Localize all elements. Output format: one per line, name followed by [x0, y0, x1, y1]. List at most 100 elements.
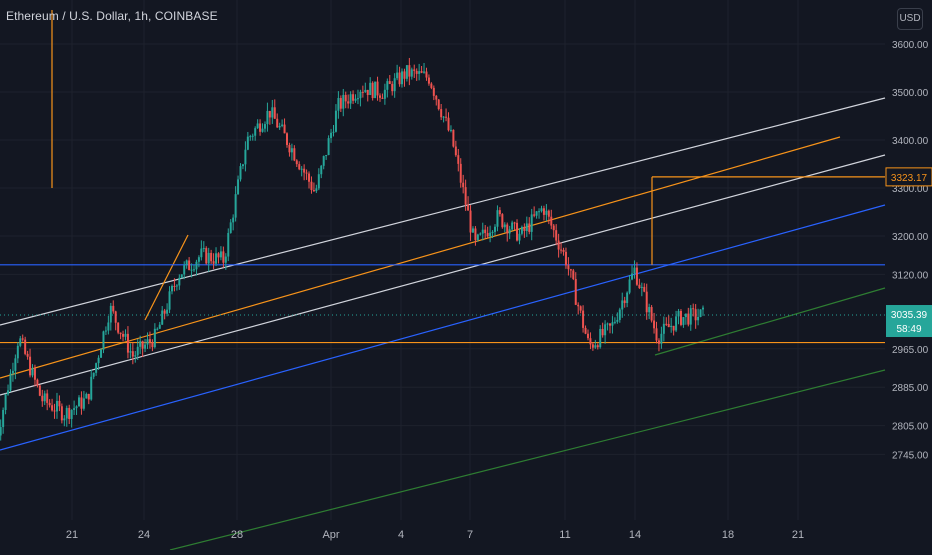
candle-body [635, 267, 638, 285]
candle-body [386, 81, 389, 90]
candle-body [33, 368, 36, 380]
candle-body [572, 270, 575, 280]
candle-body [344, 94, 347, 102]
candle-body [224, 256, 227, 263]
candle-body [633, 267, 636, 274]
candle-body [151, 342, 154, 348]
candle-body [141, 341, 144, 349]
candle-body [425, 71, 428, 78]
trendline-green-lower [169, 369, 886, 551]
candle-body [484, 229, 487, 234]
y-tick-label: 2745.00 [892, 450, 929, 461]
candle-body [21, 338, 24, 340]
x-tick-label: 21 [66, 529, 78, 541]
candle-body [158, 324, 161, 329]
candle-body [547, 210, 550, 217]
candle-body [569, 269, 572, 271]
y-tick-label: 2805.00 [892, 422, 929, 433]
candle-body [498, 210, 501, 215]
candle-body [281, 124, 284, 126]
candle-body [229, 222, 232, 233]
candle-body [349, 94, 352, 104]
trendline-orange-short [144, 234, 189, 321]
candle-body [337, 98, 340, 111]
candle-body [100, 349, 103, 358]
y-tick-label: 3200.00 [892, 232, 929, 243]
candle-body [251, 135, 254, 137]
candle-body [423, 71, 426, 73]
y-tick-label: 3300.00 [892, 184, 929, 195]
candle-body [16, 345, 19, 359]
candle-body [520, 226, 523, 234]
candle-body [227, 232, 230, 257]
current-price-label: 3035.39 [891, 310, 928, 321]
candle-body [396, 72, 399, 79]
candle-body [381, 97, 384, 99]
candle-body [689, 308, 692, 325]
candle-body [405, 65, 408, 79]
candle-body [332, 131, 335, 133]
candle-body [290, 148, 293, 153]
candle-body [183, 265, 186, 275]
candle-body [550, 216, 553, 226]
candle-body [195, 261, 198, 270]
candle-body [640, 286, 643, 288]
candle-body [87, 393, 90, 400]
candle-body [538, 211, 541, 213]
candle-body [670, 325, 673, 328]
candle-body [481, 229, 484, 234]
candle-body [415, 70, 418, 74]
candle-body [305, 172, 308, 174]
candle-body [36, 379, 39, 386]
candle-body [457, 155, 460, 164]
candle-body [611, 322, 614, 326]
candle-body [503, 224, 506, 228]
candle-body [241, 164, 244, 167]
candle-body [315, 188, 318, 192]
candle-body [574, 279, 577, 305]
candle-body [180, 274, 183, 278]
candle-body [342, 94, 345, 109]
candle-body [589, 338, 592, 345]
candle-body [601, 328, 604, 336]
candle-body [239, 166, 242, 180]
candle-body [334, 110, 337, 132]
candle-body [217, 253, 220, 258]
candle-body [464, 187, 467, 205]
candle-body [31, 368, 34, 376]
candle-body [193, 269, 196, 271]
candle-body [166, 309, 169, 314]
candle-body [144, 344, 147, 349]
candle-body [486, 233, 489, 237]
candle-body [82, 398, 85, 409]
candle-body [46, 393, 49, 403]
candle-body [41, 395, 44, 402]
candle-body [687, 313, 690, 325]
candle-body [677, 310, 680, 317]
candle-body [207, 252, 210, 264]
candle-body [246, 136, 249, 150]
candle-body [508, 229, 511, 234]
candle-body [511, 222, 514, 230]
candle-body [237, 179, 240, 195]
candle-body [325, 154, 328, 157]
candle-body [212, 261, 215, 264]
x-tick-label: Apr [322, 529, 339, 541]
x-tick-label: 28 [231, 529, 243, 541]
trendline-orange [0, 136, 841, 379]
candle-body [596, 345, 599, 348]
candle-body [393, 78, 396, 92]
candle-body [623, 300, 626, 304]
candle-body [445, 116, 448, 118]
candle-body [261, 128, 264, 132]
candle-body [139, 341, 142, 347]
candle-body [609, 323, 612, 326]
candle-body [14, 358, 17, 371]
candle-body [430, 83, 433, 88]
candle-body [146, 339, 149, 345]
x-tick-label: 7 [467, 529, 473, 541]
currency-button[interactable]: USD [897, 8, 923, 30]
candle-body [65, 407, 68, 419]
candle-body [114, 311, 117, 323]
